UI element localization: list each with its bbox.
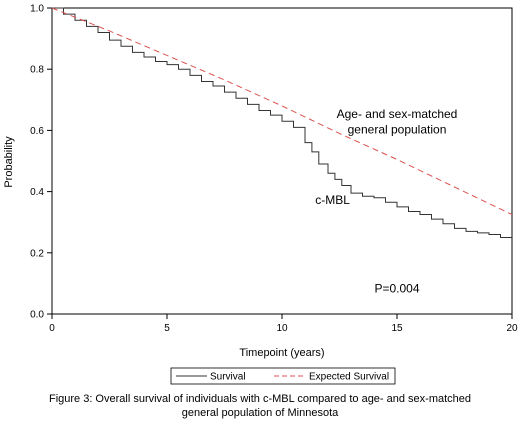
annotation-label: Age- and sex-matched — [337, 107, 458, 121]
x-tick-label: 5 — [164, 323, 170, 334]
y-tick-label: 0.2 — [30, 248, 44, 259]
legend-label-survival: Survival — [210, 372, 246, 383]
caption-line-1: Figure 3: Overall survival of individual… — [48, 393, 472, 405]
series-line-survival — [52, 7, 512, 238]
y-axis-title: Probability — [3, 136, 15, 188]
x-tick-label: 0 — [49, 323, 55, 334]
x-axis-title: Timepoint (years) — [239, 347, 324, 359]
legend-label-expected: Expected Survival — [309, 372, 389, 383]
x-tick-label: 10 — [276, 323, 288, 334]
figure-caption: Figure 3: Overall survival of individual… — [0, 392, 520, 420]
annotation-label: P=0.004 — [374, 282, 419, 296]
annotation-label: c-MBL — [315, 193, 350, 207]
plot-frame — [51, 7, 513, 315]
y-tick-label: 1.0 — [30, 4, 44, 15]
series-group — [51, 7, 513, 238]
y-tick-label: 0.8 — [30, 65, 44, 76]
caption-line-2: general population of Minnesota — [181, 407, 339, 419]
ticks-group: 0 5 10 15 20 0.0 0.2 0.4 0.6 0.8 1.0 — [30, 4, 518, 335]
plot-frame-group — [51, 7, 513, 315]
annotation-label: general population — [348, 122, 447, 136]
legend: Survival Expected Survival — [170, 367, 396, 385]
y-tick-label: 0.4 — [30, 187, 44, 198]
x-tick-label: 15 — [391, 323, 403, 334]
x-tick-label: 20 — [506, 323, 518, 334]
y-tick-label: 0.0 — [30, 310, 44, 321]
survival-chart: 0 5 10 15 20 0.0 0.2 0.4 0.6 0.8 1.0 Age- and sex-… — [3, 4, 518, 385]
series-line-expected-survival — [51, 7, 513, 216]
y-tick-label: 0.6 — [30, 126, 44, 137]
